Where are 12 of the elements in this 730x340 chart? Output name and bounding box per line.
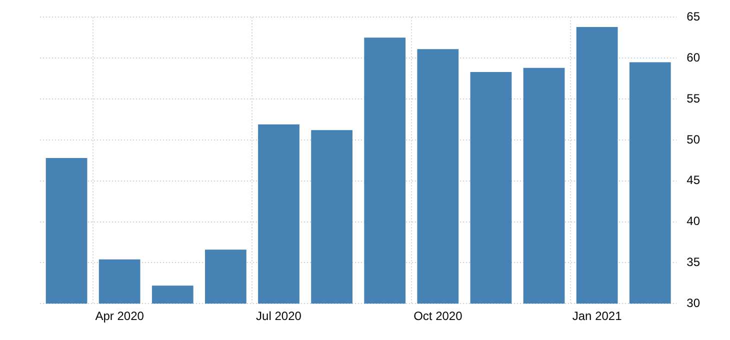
x-tick-label: Apr 2020 [95, 309, 144, 324]
y-tick-label: 65 [686, 10, 700, 24]
y-tick-label: 50 [686, 132, 700, 146]
y-tick-label: 60 [686, 50, 700, 64]
y-tick-label: 45 [686, 173, 700, 188]
x-tick-label: Oct 2020 [414, 309, 463, 324]
x-tick-label: Jul 2020 [256, 309, 302, 324]
y-tick-label: 30 [686, 296, 700, 310]
y-tick-label: 40 [686, 214, 700, 228]
y-tick-label: 35 [686, 255, 700, 269]
x-tick-label: Jan 2021 [572, 309, 622, 324]
y-tick-label: 55 [686, 91, 700, 106]
